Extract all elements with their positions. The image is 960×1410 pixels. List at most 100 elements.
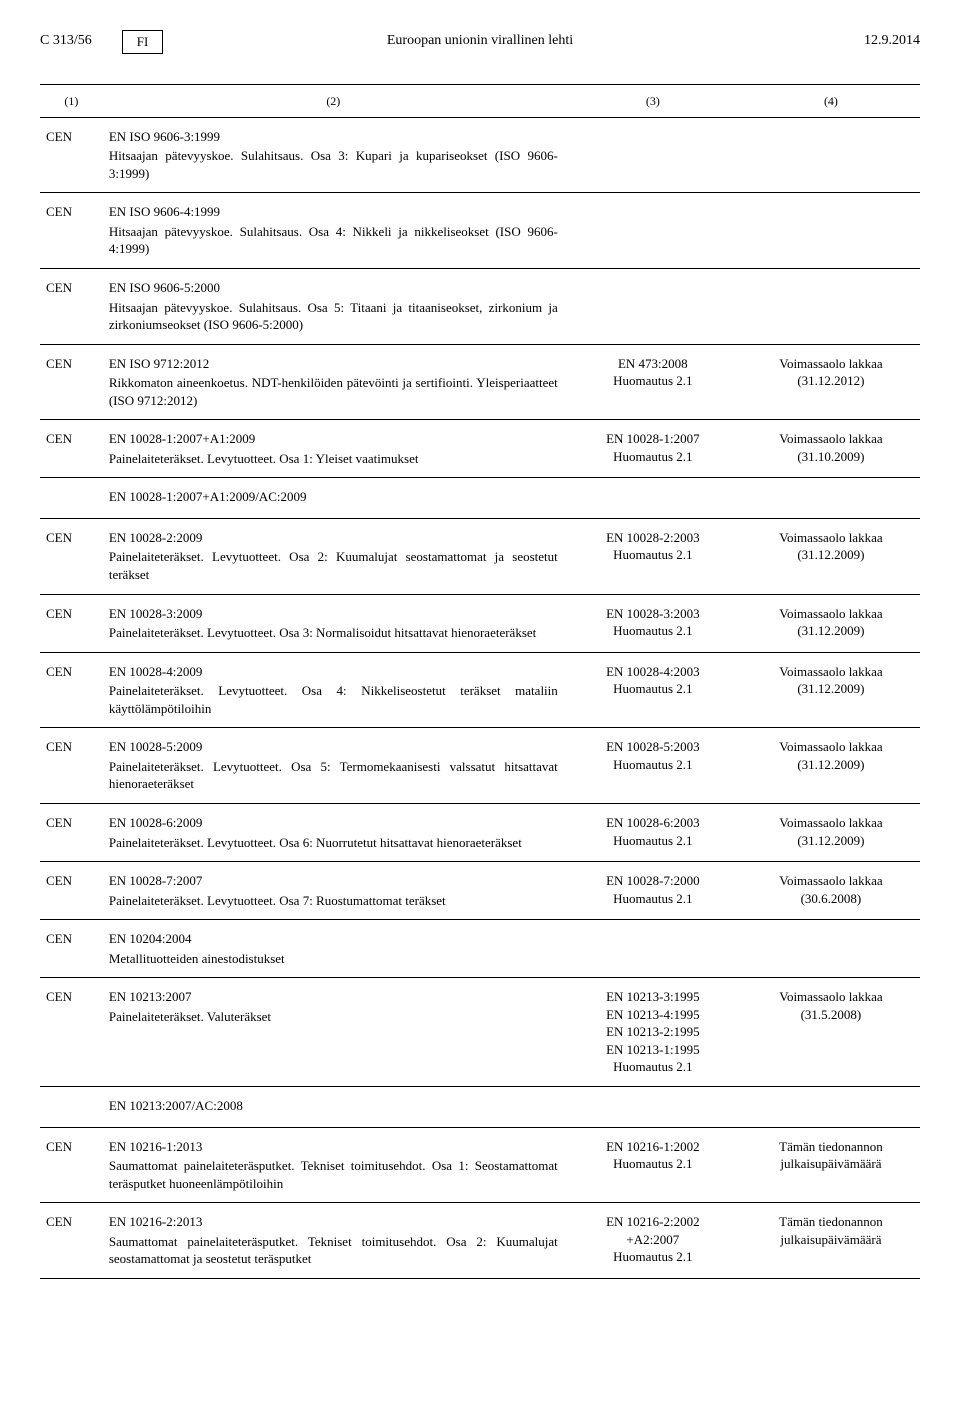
org-cell: CEN bbox=[40, 978, 103, 1087]
standard-reference: EN ISO 9712:2012 bbox=[109, 355, 558, 373]
col-header-4: (4) bbox=[742, 84, 920, 117]
standard-cell: EN ISO 9606-4:1999 Hitsaajan pätevyyskoe.… bbox=[103, 193, 564, 269]
table-row: CENEN 10028-2:2009Painelaiteteräkset. Le… bbox=[40, 518, 920, 594]
standard-cell: EN 10213:2007/AC:2008 bbox=[103, 1086, 564, 1127]
superseded-cell: EN 10213-3:1995EN 10213-4:1995EN 10213-2… bbox=[564, 978, 742, 1087]
standard-cell: EN 10028-3:2009Painelaiteteräkset. Levyt… bbox=[103, 594, 564, 652]
standard-description: Hitsaajan pätevyyskoe. Sulahitsaus. Osa … bbox=[109, 299, 558, 334]
standard-description: Painelaiteteräkset. Valuteräkset bbox=[109, 1008, 558, 1026]
table-row: EN 10213:2007/AC:2008 bbox=[40, 1086, 920, 1127]
publication-date: 12.9.2014 bbox=[864, 32, 920, 51]
journal-title: Euroopan unionin virallinen lehti bbox=[387, 32, 573, 51]
standard-description: Saumattomat painelaiteteräsputket. Tekni… bbox=[109, 1157, 558, 1192]
col-header-2: (2) bbox=[103, 84, 564, 117]
validity-cell: Voimassaolo lakkaa(31.12.2009) bbox=[742, 594, 920, 652]
validity-cell bbox=[742, 1086, 920, 1127]
org-cell: CEN bbox=[40, 117, 103, 193]
standard-reference: EN ISO 9606-5:2000 bbox=[109, 279, 558, 297]
superseded-cell: EN 10028-6:2003Huomautus 2.1 bbox=[564, 803, 742, 861]
org-cell: CEN bbox=[40, 594, 103, 652]
table-row: CEN EN 10213:2007 Painelaiteteräkset. Valu… bbox=[40, 978, 920, 1087]
validity-cell: Voimassaolo lakkaa(31.12.2009) bbox=[742, 728, 920, 804]
standard-reference: EN 10028-3:2009 bbox=[109, 605, 558, 623]
validity-cell: Voimassaolo lakkaa(31.12.2009) bbox=[742, 652, 920, 728]
standard-description: Painelaiteteräkset. Levytuotteet. Osa 2:… bbox=[109, 548, 558, 583]
validity-cell: Voimassaolo lakkaa(31.12.2009) bbox=[742, 803, 920, 861]
standard-description: Hitsaajan pätevyyskoe. Sulahitsaus. Osa … bbox=[109, 223, 558, 258]
standard-reference: EN ISO 9606-3:1999 bbox=[109, 128, 558, 146]
standard-reference: EN 10028-7:2007 bbox=[109, 872, 558, 890]
org-cell bbox=[40, 478, 103, 519]
table-row: CENEN 10028-3:2009Painelaiteteräkset. Le… bbox=[40, 594, 920, 652]
header-left: C 313/56 FI bbox=[40, 30, 163, 54]
standard-description: Painelaiteteräkset. Levytuotteet. Osa 4:… bbox=[109, 682, 558, 717]
table-row: CENEN ISO 9712:2012Rikkomaton aineenkoet… bbox=[40, 344, 920, 420]
standard-cell: EN ISO 9606-5:2000 Hitsaajan pätevyyskoe.… bbox=[103, 269, 564, 345]
table-row: CEN EN 10028-6:2009 Painelaiteteräkset. Le… bbox=[40, 803, 920, 861]
validity-cell bbox=[742, 269, 920, 345]
validity-cell bbox=[742, 117, 920, 193]
standard-description: Painelaiteteräkset. Levytuotteet. Osa 7:… bbox=[109, 892, 558, 910]
standard-cell: EN 10216-2:2013Saumattomat painelaiteter… bbox=[103, 1203, 564, 1279]
superseded-cell bbox=[564, 1086, 742, 1127]
validity-cell: Tämän tiedonannonjulkaisupäivämäärä bbox=[742, 1203, 920, 1279]
standard-cell: EN 10028-1:2007+A1:2009/AC:2009 bbox=[103, 478, 564, 519]
standard-description: Hitsaajan pätevyyskoe. Sulahitsaus. Osa … bbox=[109, 147, 558, 182]
standard-cell: EN 10028-4:2009Painelaiteteräkset. Levyt… bbox=[103, 652, 564, 728]
standard-reference: EN ISO 9606-4:1999 bbox=[109, 203, 558, 221]
superseded-cell: EN 10028-3:2003Huomautus 2.1 bbox=[564, 594, 742, 652]
standard-reference: EN 10216-1:2013 bbox=[109, 1138, 558, 1156]
table-row: CENEN 10216-2:2013Saumattomat painelaite… bbox=[40, 1203, 920, 1279]
standard-description: Painelaiteteräkset. Levytuotteet. Osa 1:… bbox=[109, 450, 558, 468]
standard-reference: EN 10028-1:2007+A1:2009 bbox=[109, 430, 558, 448]
table-row: CEN EN 10028-5:2009 Painelaiteteräkset. Le… bbox=[40, 728, 920, 804]
org-cell: CEN bbox=[40, 803, 103, 861]
validity-cell: Voimassaolo lakkaa(31.10.2009) bbox=[742, 420, 920, 478]
org-cell: CEN bbox=[40, 728, 103, 804]
org-cell bbox=[40, 1086, 103, 1127]
standard-description: Metallituotteiden ainestodistukset bbox=[109, 950, 558, 968]
standard-cell: EN 10028-5:2009 Painelaiteteräkset. Levyt… bbox=[103, 728, 564, 804]
standard-reference: EN 10028-6:2009 bbox=[109, 814, 558, 832]
org-cell: CEN bbox=[40, 1203, 103, 1279]
standard-reference: EN 10028-4:2009 bbox=[109, 663, 558, 681]
standards-table: (1) (2) (3) (4) CENEN ISO 9606-3:1999Hit… bbox=[40, 84, 920, 1279]
superseded-cell: EN 10216-1:2002Huomautus 2.1 bbox=[564, 1127, 742, 1203]
superseded-cell bbox=[564, 269, 742, 345]
standard-cell: EN ISO 9712:2012Rikkomaton aineenkoetus.… bbox=[103, 344, 564, 420]
page-header: C 313/56 FI Euroopan unionin virallinen … bbox=[40, 30, 920, 54]
validity-cell bbox=[742, 478, 920, 519]
table-row: EN 10028-1:2007+A1:2009/AC:2009 bbox=[40, 478, 920, 519]
standard-description: Painelaiteteräkset. Levytuotteet. Osa 5:… bbox=[109, 758, 558, 793]
standard-reference: EN 10213:2007 bbox=[109, 988, 558, 1006]
superseded-cell: EN 10028-7:2000Huomautus 2.1 bbox=[564, 862, 742, 920]
validity-cell: Voimassaolo lakkaa(31.5.2008) bbox=[742, 978, 920, 1087]
org-cell: CEN bbox=[40, 652, 103, 728]
standard-reference: EN 10028-5:2009 bbox=[109, 738, 558, 756]
standard-description: Rikkomaton aineenkoetus. NDT-henkilöiden… bbox=[109, 374, 558, 409]
superseded-cell bbox=[564, 920, 742, 978]
superseded-cell bbox=[564, 478, 742, 519]
org-cell: CEN bbox=[40, 193, 103, 269]
validity-cell: Voimassaolo lakkaa(31.12.2009) bbox=[742, 518, 920, 594]
col-header-1: (1) bbox=[40, 84, 103, 117]
org-cell: CEN bbox=[40, 862, 103, 920]
page-reference: C 313/56 bbox=[40, 32, 92, 51]
superseded-cell: EN 10028-4:2003Huomautus 2.1 bbox=[564, 652, 742, 728]
table-row: CEN EN 10028-7:2007 Painelaiteteräkset. Le… bbox=[40, 862, 920, 920]
org-cell: CEN bbox=[40, 920, 103, 978]
validity-cell bbox=[742, 920, 920, 978]
validity-cell: Voimassaolo lakkaa(31.12.2012) bbox=[742, 344, 920, 420]
validity-cell: Voimassaolo lakkaa(30.6.2008) bbox=[742, 862, 920, 920]
standard-description: Painelaiteteräkset. Levytuotteet. Osa 6:… bbox=[109, 834, 558, 852]
table-row: CENEN 10028-1:2007+A1:2009Painelaiteterä… bbox=[40, 420, 920, 478]
org-cell: CEN bbox=[40, 269, 103, 345]
org-cell: CEN bbox=[40, 1127, 103, 1203]
standard-reference: EN 10028-1:2007+A1:2009/AC:2009 bbox=[109, 488, 558, 506]
superseded-cell: EN 473:2008Huomautus 2.1 bbox=[564, 344, 742, 420]
standard-cell: EN 10204:2004Metallituotteiden ainestodi… bbox=[103, 920, 564, 978]
col-header-3: (3) bbox=[564, 84, 742, 117]
language-code: FI bbox=[122, 30, 164, 54]
standard-cell: EN ISO 9606-3:1999Hitsaajan pätevyyskoe.… bbox=[103, 117, 564, 193]
standard-reference: EN 10028-2:2009 bbox=[109, 529, 558, 547]
